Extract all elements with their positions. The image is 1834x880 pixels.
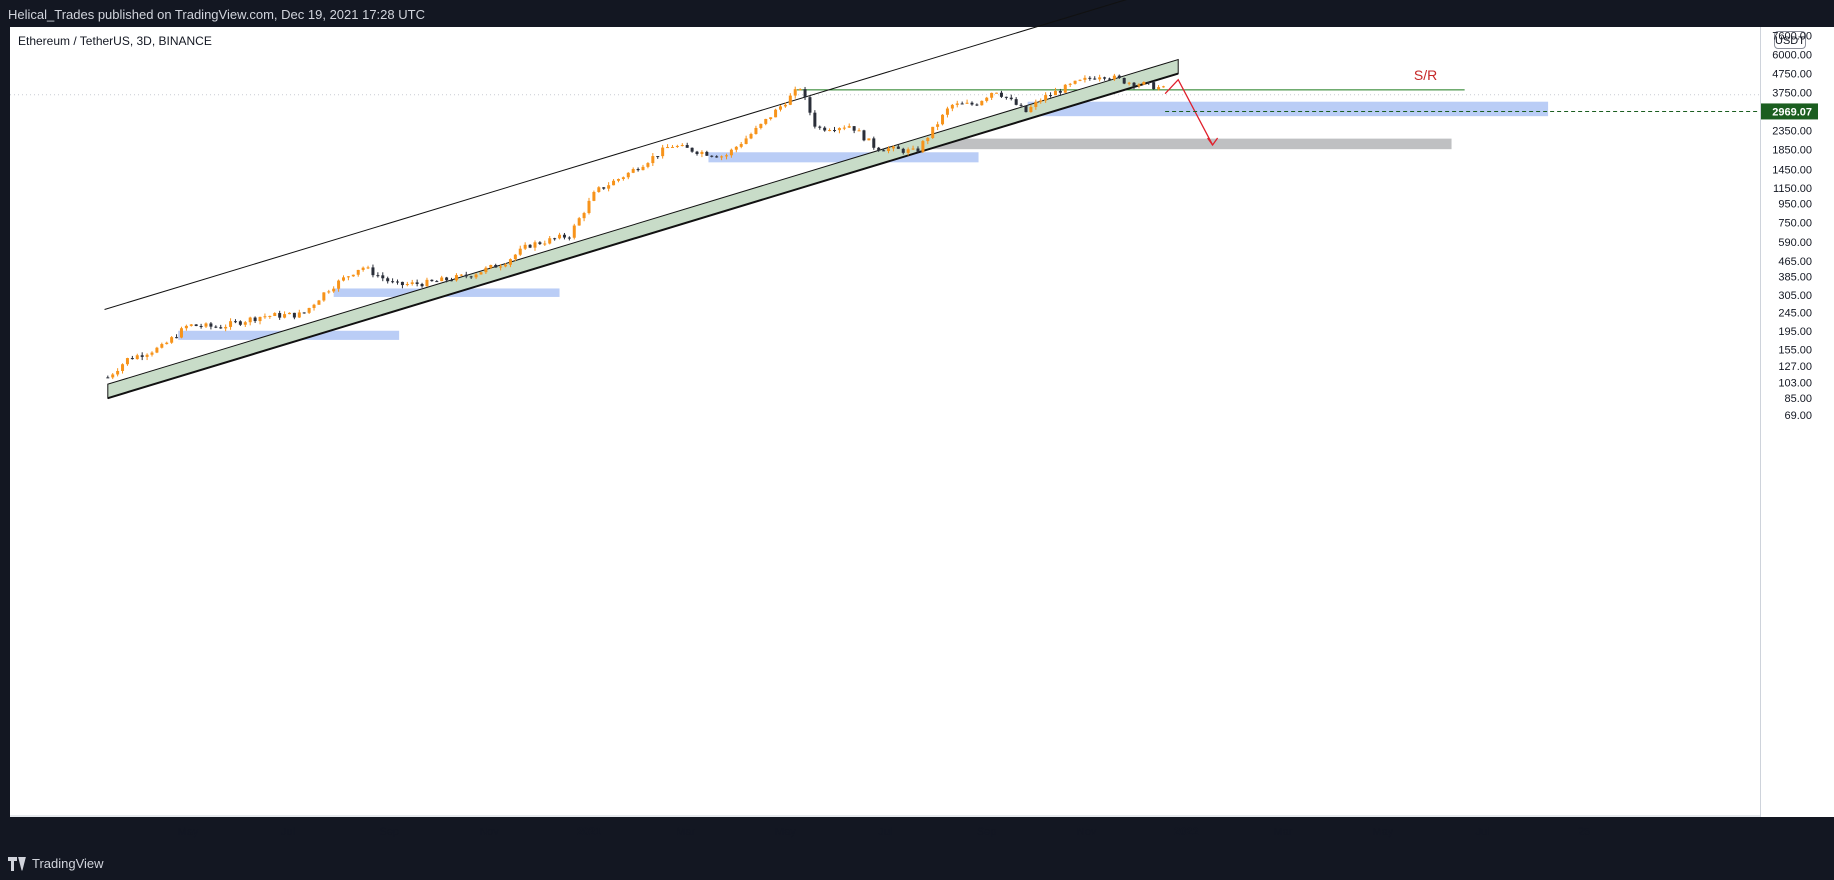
- time-tick-label: 2021: [577, 826, 601, 838]
- published-info: Helical_Trades published on TradingView.…: [8, 7, 425, 22]
- time-tick-label: Mar: [1273, 826, 1292, 838]
- top-bar: Helical_Trades published on TradingView.…: [0, 0, 1834, 27]
- time-tick-label: Jul: [878, 826, 892, 838]
- footer-bar: TradingView: [0, 846, 1834, 880]
- time-tick-label: 2022: [1174, 826, 1198, 838]
- time-tick-label: Sep: [977, 826, 997, 838]
- time-tick-label: Jul: [1476, 826, 1490, 838]
- time-tick-label: Nov: [479, 826, 499, 838]
- time-tick-label: Nov: [1077, 826, 1097, 838]
- currency-badge[interactable]: USDT: [1774, 31, 1806, 49]
- time-tick-label: Sep: [380, 826, 400, 838]
- time-tick-label: Jul: [281, 826, 295, 838]
- time-tick-label: 25: [1578, 826, 1590, 838]
- time-tick-label: May: [775, 826, 796, 838]
- time-tick-label: May: [1372, 826, 1393, 838]
- tradingview-logo[interactable]: TradingView: [8, 856, 104, 871]
- symbol-title: Ethereum / TetherUS, 3D, BINANCE: [18, 34, 212, 48]
- brand-name: TradingView: [32, 856, 104, 871]
- chart-area[interactable]: [10, 27, 1761, 817]
- price-axis[interactable]: [1761, 27, 1834, 817]
- tradingview-logo-icon: [8, 856, 26, 871]
- time-tick-label: May: [178, 826, 199, 838]
- time-tick-label: Mar: [676, 826, 695, 838]
